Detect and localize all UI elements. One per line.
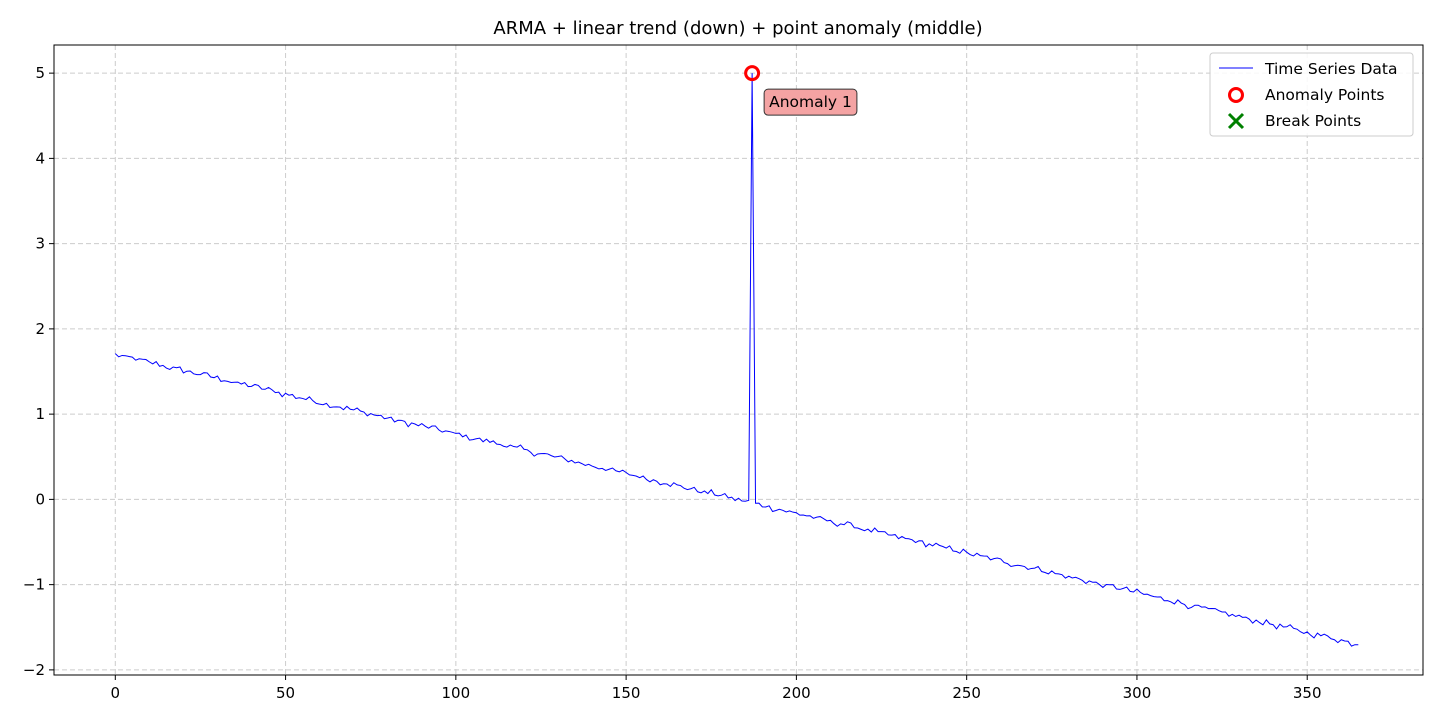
x-tick-label: 350 xyxy=(1293,684,1322,702)
x-tick-label: 100 xyxy=(442,684,471,702)
y-tick-label: −2 xyxy=(23,661,45,679)
plot-frame xyxy=(53,44,1424,676)
legend-break-swatch xyxy=(1227,112,1245,130)
y-tick-label: 1 xyxy=(35,405,45,423)
chart-title: ARMA + linear trend (down) + point anoma… xyxy=(493,18,982,39)
y-tick-label: 0 xyxy=(35,490,45,508)
anomaly-annotation: Anomaly 1 xyxy=(763,88,858,116)
legend-entry-anomaly-points: Anomaly Points xyxy=(1265,86,1384,104)
y-tick-label: 5 xyxy=(35,64,45,82)
y-axis: −2 −1 0 1 2 3 4 5 xyxy=(23,64,54,679)
x-tick-label: 200 xyxy=(782,684,811,702)
legend-entry-time-series-data: Time Series Data xyxy=(1264,60,1397,78)
x-tick-label: 0 xyxy=(111,684,121,702)
x-axis: 0 50 100 150 200 250 300 350 xyxy=(111,675,1322,702)
y-tick-label: 2 xyxy=(35,320,45,338)
y-tick-label: −1 xyxy=(23,576,45,594)
legend: Time Series Data Anomaly Points Break Po… xyxy=(1209,52,1414,137)
x-tick-label: 150 xyxy=(612,684,641,702)
y-tick-label: 3 xyxy=(35,235,45,253)
series-line-time-series-data xyxy=(114,73,1359,647)
x-tick-label: 300 xyxy=(1123,684,1152,702)
anomaly-annotation-box xyxy=(763,88,858,116)
legend-frame xyxy=(1209,52,1414,137)
anomaly-point-marker xyxy=(744,65,761,82)
legend-entry-break-points: Break Points xyxy=(1265,112,1361,130)
y-tick-label: 4 xyxy=(35,149,45,167)
anomaly-annotation-label: Anomaly 1 xyxy=(769,93,852,111)
legend-anomaly-swatch xyxy=(1228,87,1244,103)
x-tick-label: 50 xyxy=(276,684,295,702)
x-tick-label: 250 xyxy=(952,684,981,702)
grid xyxy=(54,45,1423,675)
